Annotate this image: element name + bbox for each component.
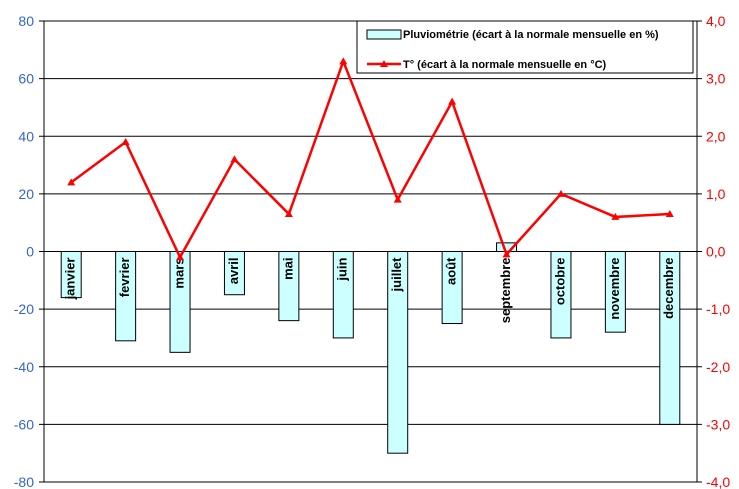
legend-swatch-temp-marker (380, 60, 388, 67)
category-label: juillet (389, 257, 404, 293)
left-axis-ticks: 80 60 40 20 0 -20 -40 -60 -80 (14, 13, 34, 489)
temperature-point-juin (339, 57, 348, 65)
temperature-point-decembre (665, 210, 674, 218)
legend: Pluviométrie (écart à la normale mensuel… (356, 20, 694, 74)
category-label: septembre (498, 257, 513, 323)
left-tick-label: -60 (14, 416, 34, 432)
right-tick-label: -1,0 (706, 301, 730, 317)
right-tick-label: 1,0 (706, 186, 726, 202)
bar-août (441, 251, 463, 325)
bar-series (60, 242, 681, 454)
temperature-point-mai (284, 210, 293, 218)
bar-fevrier (115, 251, 137, 342)
bar-novembre (604, 251, 626, 333)
category-label: octobre (552, 258, 567, 306)
right-axis-ticks: 4,0 3,0 2,0 1,0 0,0 -1,0 -2,0 -3,0 -4,0 (706, 13, 730, 489)
category-label: janvier (63, 258, 78, 301)
temperature-point-avril (230, 155, 239, 163)
left-tick-label: 0 (26, 244, 34, 260)
left-tick-label: -80 (14, 474, 34, 489)
left-tick-label: 80 (18, 13, 34, 29)
right-tick-label: -4,0 (706, 474, 730, 489)
category-label: mai (280, 258, 295, 280)
temperature-point-novembre (611, 212, 620, 220)
right-tick-label: -2,0 (706, 359, 730, 375)
legend-label-temp: T° (écart à la normale mensuelle en °C) (403, 59, 607, 71)
temperature-point-octobre (556, 189, 565, 197)
bar-avril (223, 251, 245, 296)
temperature-point-septembre (502, 250, 511, 258)
temperature-point-août (448, 97, 457, 105)
temperature-line (70, 57, 670, 260)
category-labels: janvier fevrier mars avril mai juin juillet aoû… (63, 257, 677, 323)
right-tick-label: 2,0 (706, 128, 726, 144)
left-tick-label: 20 (18, 186, 34, 202)
bar-juillet (387, 251, 409, 454)
left-tick-label: 40 (18, 128, 34, 144)
category-label: novembre (607, 258, 622, 320)
temperature-point-fevrier (121, 138, 130, 146)
right-tick-label: -3,0 (706, 416, 730, 432)
legend-label-rain: Pluviométrie (écart à la normale mensuel… (403, 29, 659, 41)
left-tick-label: 60 (18, 71, 34, 87)
bar-octobre (550, 251, 572, 339)
category-label: decembre (661, 258, 676, 319)
bar-decembre (659, 251, 681, 425)
line-series (67, 57, 674, 261)
bar-mai (278, 251, 300, 322)
temperature-point-juillet (393, 195, 402, 203)
right-tick-label: 0,0 (706, 244, 726, 260)
category-label: fevrier (117, 258, 132, 298)
left-tick-label: -40 (14, 359, 34, 375)
category-label: juin (335, 257, 350, 281)
left-tick-label: -20 (14, 301, 34, 317)
bar-janvier (60, 251, 82, 299)
bar-mars (169, 251, 191, 353)
right-tick-label: 4,0 (706, 13, 726, 29)
legend-box (356, 20, 694, 74)
temperature-point-mars (176, 253, 185, 261)
axes (39, 20, 702, 483)
category-label: avril (226, 258, 241, 285)
category-label: mars (171, 258, 186, 289)
legend-swatch-rain (366, 29, 402, 40)
category-label: août (444, 257, 459, 285)
right-tick-label: 3,0 (706, 71, 726, 87)
temperature-point-janvier (67, 178, 76, 186)
gridlines (44, 20, 697, 483)
bar-juin (332, 251, 354, 339)
